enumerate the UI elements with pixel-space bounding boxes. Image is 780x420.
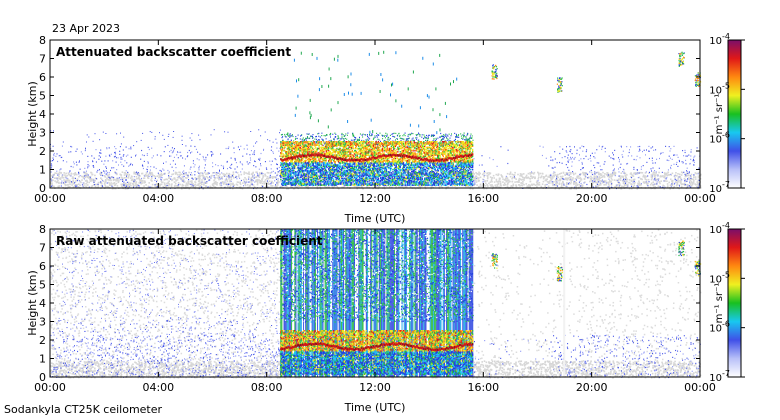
x-tick-label: 12:00 (359, 192, 391, 205)
y-axis-label: Height (km) (26, 270, 39, 336)
x-tick-label: 00:00 (34, 192, 66, 205)
x-tick-label: 12:00 (359, 381, 391, 394)
colorbar-tick-label: 10-4 (709, 221, 730, 236)
colorbar-tick-label: 10-4 (709, 32, 730, 47)
y-tick-label: 2 (39, 334, 46, 347)
x-tick-label: 20:00 (576, 192, 608, 205)
axes: 0 1 2 3 4 5 6 7 8 00:00 04:00 08:00 12:00 16:00 20:00 0… (34, 34, 716, 205)
colorbar-unit: m⁻¹ sr⁻¹ (714, 283, 725, 324)
colorbar-unit: m⁻¹ sr⁻¹ (714, 94, 725, 135)
y-tick-label: 6 (39, 71, 46, 84)
heatmap-data (50, 50, 702, 190)
x-tick-label: 00:00 (34, 381, 66, 394)
colorbar-tick-label: 10-7 (709, 180, 730, 195)
x-axis-label: Time (UTC) (344, 401, 406, 414)
x-axis-label: Time (UTC) (344, 212, 406, 225)
y-tick-label: 8 (39, 34, 46, 47)
x-tick-label: 00:00 (684, 192, 716, 205)
y-tick-label: 5 (39, 90, 46, 103)
x-tick-label: 16:00 (467, 192, 499, 205)
panel-title: Attenuated backscatter coefficient (56, 45, 291, 59)
y-tick-label: 1 (39, 353, 46, 366)
x-tick-label: 04:00 (142, 381, 174, 394)
y-tick-label: 8 (39, 223, 46, 236)
colorbar: 10-710-610-510-4m⁻¹ sr⁻¹ (709, 32, 745, 195)
y-tick-label: 0 (39, 371, 46, 384)
panel-title: Raw attenuated backscatter coefficient (56, 234, 323, 248)
axes: 0 1 2 3 4 5 6 7 8 00:00 04:00 08:00 12:00 16:00 20:00 0… (34, 223, 716, 394)
y-tick-label: 6 (39, 260, 46, 273)
y-tick-label: 3 (39, 127, 46, 140)
y-tick-label: 3 (39, 316, 46, 329)
panel-attenuated-backscatter: Attenuated backscatter coefficient 0 1 2 3 4… (26, 32, 745, 225)
y-tick-label: 4 (39, 108, 46, 121)
x-tick-label: 04:00 (142, 192, 174, 205)
y-axis-label: Height (km) (26, 81, 39, 147)
x-tick-label: 20:00 (576, 381, 608, 394)
y-tick-label: 5 (39, 279, 46, 292)
colorbar-gradient (727, 228, 742, 378)
y-tick-label: 0 (39, 182, 46, 195)
y-tick-label: 1 (39, 164, 46, 177)
heatmap-data (50, 229, 702, 379)
y-tick-label: 7 (39, 242, 46, 255)
x-tick-label: 16:00 (467, 381, 499, 394)
x-tick-label: 08:00 (251, 381, 283, 394)
y-tick-label: 7 (39, 53, 46, 66)
y-tick-label: 4 (39, 297, 46, 310)
colorbar-tick-label: 10-7 (709, 369, 730, 384)
x-tick-label: 00:00 (684, 381, 716, 394)
colorbar: 10-710-610-510-4m⁻¹ sr⁻¹ (709, 221, 745, 384)
x-tick-label: 08:00 (251, 192, 283, 205)
panel-raw-attenuated-backscatter: Raw attenuated backscatter coefficient 0… (26, 221, 745, 414)
footer-label: Sodankyla CT25K ceilometer (4, 403, 163, 416)
plot-frame (49, 39, 701, 189)
y-tick-label: 2 (39, 145, 46, 158)
colorbar-gradient (727, 39, 742, 189)
date-label: 23 Apr 2023 (52, 22, 120, 35)
